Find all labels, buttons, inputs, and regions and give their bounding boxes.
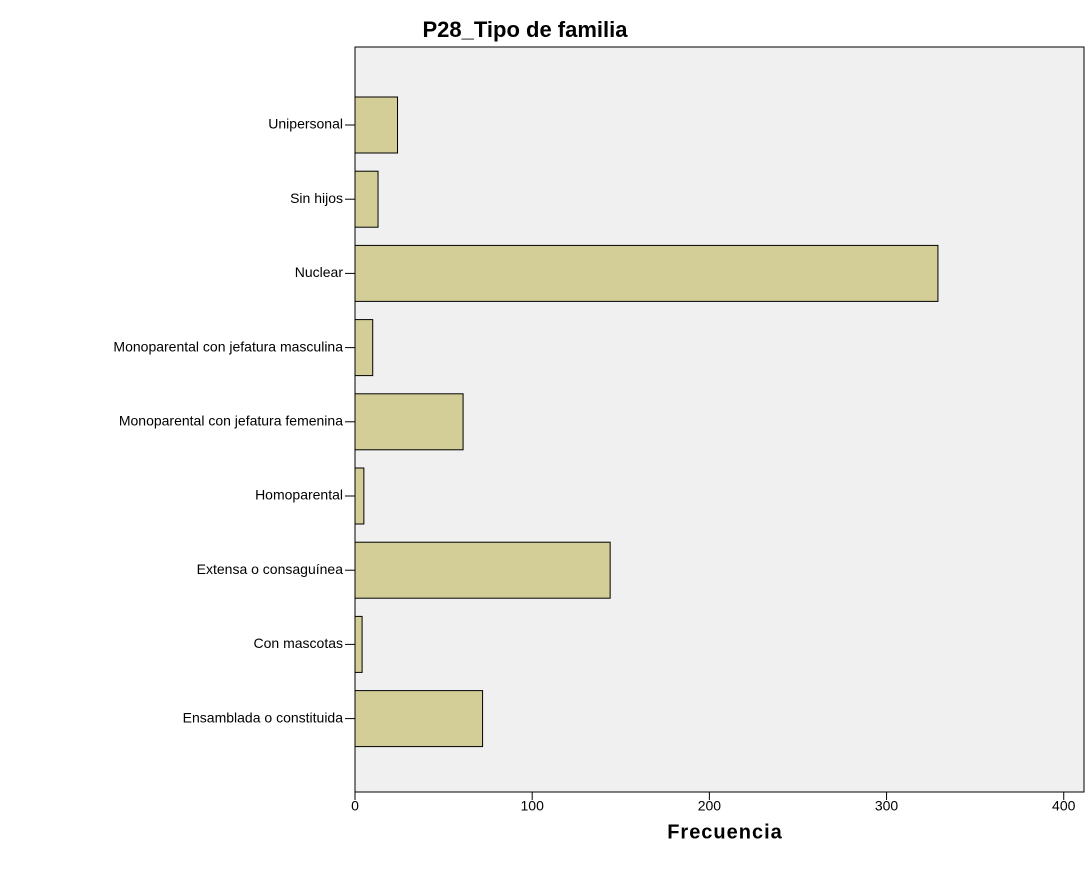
y-tick-label: Extensa o consaguínea [197,561,344,577]
bar [354,393,464,451]
y-tick-label: Homoparental [255,487,343,503]
plot-area [354,46,1085,793]
y-tick-label: Sin hijos [290,190,343,206]
bar [354,467,365,525]
bar [354,615,363,673]
bar [354,541,611,599]
bar [354,319,374,377]
x-axis-title: Frecuencia [667,821,783,843]
x-tick-label: 300 [875,798,899,814]
chart-title: P28_Tipo de familia [422,17,628,42]
y-tick-label: Unipersonal [268,116,343,132]
y-tick-label: Monoparental con jefatura femenina [119,413,343,429]
y-tick-label: Con mascotas [254,635,343,651]
x-tick-label: 400 [1052,798,1076,814]
x-tick-label: 200 [698,798,722,814]
x-tick-label: 0 [351,798,359,814]
bar [354,96,399,154]
bar [354,690,484,748]
y-tick-label: Ensamblada o constituida [183,709,344,725]
y-tick-label: Monoparental con jefatura masculina [113,338,343,354]
x-tick-label: 100 [521,798,545,814]
y-tick-label: Nuclear [295,264,344,280]
bar [354,170,379,228]
bar [354,244,939,302]
